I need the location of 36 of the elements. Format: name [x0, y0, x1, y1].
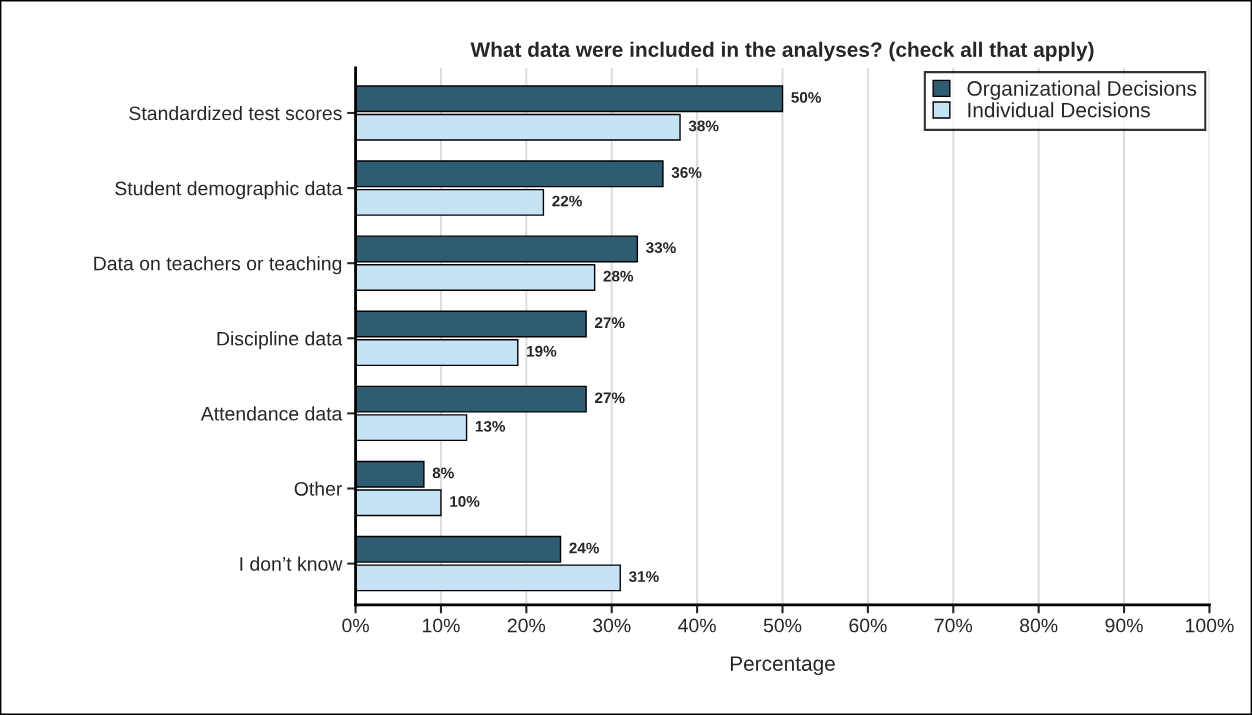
legend-label: Organizational Decisions	[967, 80, 1197, 100]
data-label: 33%	[646, 242, 676, 254]
x-tick-label: 40%	[678, 618, 716, 633]
x-tick-label: 30%	[593, 618, 631, 633]
data-label: 50%	[791, 92, 822, 103]
x-tick-label: 70%	[934, 618, 973, 633]
data-label: 38%	[688, 120, 719, 132]
y-tick-label: Other	[294, 481, 343, 496]
data-label: 31%	[628, 571, 659, 582]
x-tick-label: 90%	[1105, 618, 1143, 633]
y-tick-label: Discipline data	[217, 331, 343, 350]
data-label: 24%	[569, 542, 599, 554]
chart-title: What data were included in the analyses? (check all that apply)	[470, 41, 1094, 62]
data-label: 10%	[450, 496, 480, 507]
y-tick-label: Standardized test scores	[129, 105, 342, 121]
x-tick-label: 60%	[849, 618, 887, 633]
legend-label: Individual Decisions	[968, 102, 1150, 118]
data-label: 13%	[475, 420, 506, 432]
x-tick-label: 50%	[763, 618, 802, 633]
x-tick-label: 10%	[422, 618, 460, 633]
x-tick-label: 100%	[1186, 618, 1234, 633]
data-label: 22%	[552, 195, 582, 207]
x-tick-label: 80%	[1020, 618, 1058, 633]
y-tick-label: Student demographic data	[115, 181, 343, 200]
data-label: 8%	[432, 467, 454, 479]
x-tick-label: 20%	[507, 618, 546, 633]
data-label: 36%	[671, 167, 702, 178]
data-label: 28%	[603, 270, 634, 282]
x-axis-title: Percentage	[730, 656, 835, 676]
y-tick-label: Attendance data	[200, 406, 343, 421]
data-label: 19%	[527, 345, 557, 357]
y-tick-label: I don’t know	[240, 556, 343, 571]
y-tick-label: Data on teachers or teaching	[94, 256, 342, 275]
x-tick-label: 0%	[342, 618, 369, 633]
data-label: 27%	[594, 392, 625, 404]
data-label: 27%	[594, 317, 625, 329]
